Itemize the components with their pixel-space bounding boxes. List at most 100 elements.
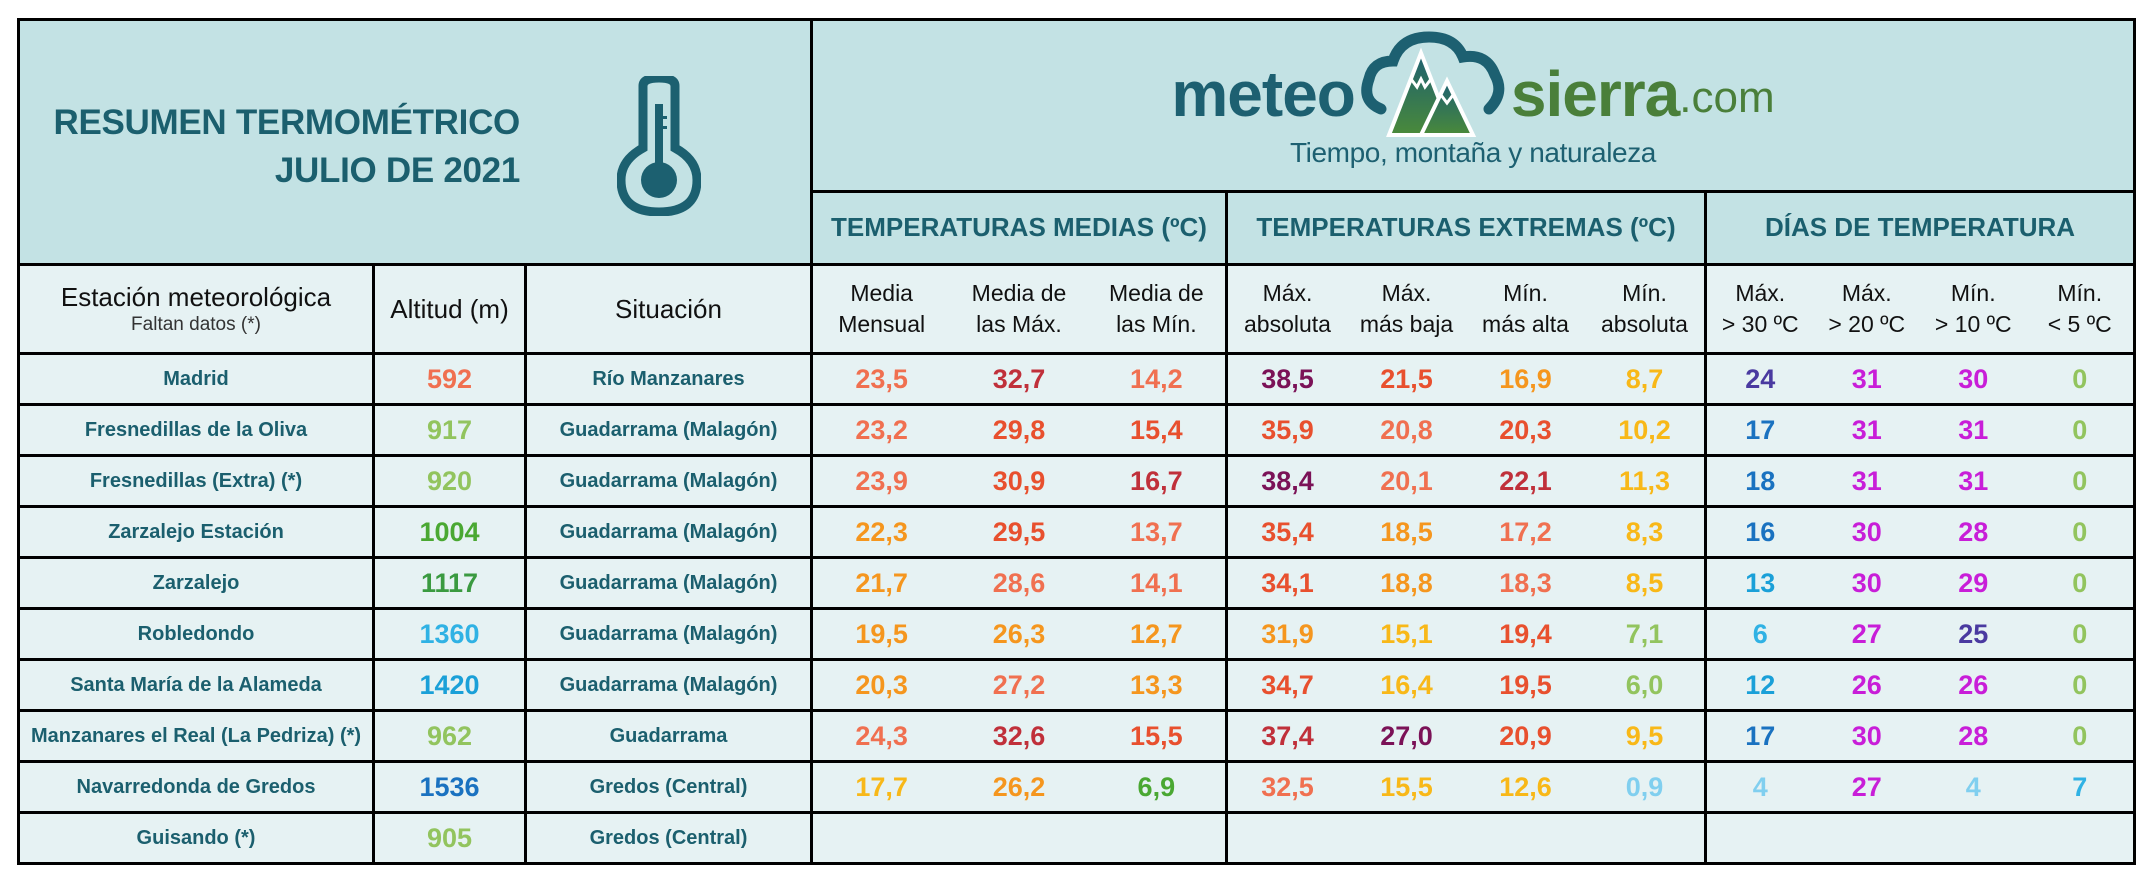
group-cells-dias: 6 27 25 0 xyxy=(1704,607,2136,661)
group-cells-medias: 22,3 29,5 13,7 xyxy=(810,505,1228,559)
column-header-line2: < 5 ºC xyxy=(2047,311,2112,337)
altitude-value: 1117 xyxy=(372,556,527,610)
medias-value: 23,5 xyxy=(855,363,908,394)
extremas-value: 21,5 xyxy=(1380,363,1433,394)
extremas-value: 15,1 xyxy=(1380,618,1433,649)
column-header-dias-1: Máx. > 20 ºC xyxy=(1814,266,1921,352)
extremas-value: 9,5 xyxy=(1625,720,1664,751)
extremas-value: 7,1 xyxy=(1625,618,1664,649)
extremas-value: 31,9 xyxy=(1261,618,1314,649)
group-cells-medias: 20,3 27,2 13,3 xyxy=(810,658,1228,712)
dias-value: 31 xyxy=(1851,363,1882,394)
group-cells-medias: 23,5 32,7 14,2 xyxy=(810,352,1228,406)
medias-value: 13,3 xyxy=(1130,669,1183,700)
altitude-value: 1536 xyxy=(372,760,527,814)
altitude-value: 592 xyxy=(372,352,527,406)
column-headers-dias: Máx. > 30 ºC Máx. > 20 ºC Mín. > 10 ºC Mín. < 5… xyxy=(1704,263,2136,355)
dias-value: 28 xyxy=(1958,720,1989,751)
meteosierra-logo[interactable]: meteo sierra xyxy=(813,31,2133,169)
group-cells-extremas: 35,9 20,8 20,3 10,2 xyxy=(1225,403,1707,457)
station-row: Robledondo 1360 Guadarrama (Malagón) 19,5 26… xyxy=(17,607,2136,661)
medias-value: 6,9 xyxy=(1137,771,1176,802)
group-cells-medias: 21,7 28,6 14,1 xyxy=(810,556,1228,610)
situation-value: Guadarrama (Malagón) xyxy=(524,658,813,712)
medias-value: 23,2 xyxy=(855,414,908,445)
station-name: Guisando (*) xyxy=(17,811,375,865)
medias-value: 15,5 xyxy=(1130,720,1183,751)
dias-value: 4 xyxy=(1752,771,1768,802)
dias-value: 0 xyxy=(2072,363,2088,394)
station-name: Fresnedillas de la Oliva xyxy=(17,403,375,457)
column-header-dias-3: Mín. < 5 ºC xyxy=(2027,266,2134,352)
medias-value: 23,9 xyxy=(855,465,908,496)
title-line-2: JULIO DE 2021 xyxy=(274,151,520,190)
medias-value: 29,8 xyxy=(992,414,1046,445)
situation-value: Guadarrama xyxy=(524,709,813,763)
extremas-value: 0,9 xyxy=(1625,771,1664,802)
dias-value xyxy=(2027,814,2134,862)
extremas-value: 22,1 xyxy=(1499,465,1552,496)
group-cells-medias: 23,2 29,8 15,4 xyxy=(810,403,1228,457)
column-header-line2: Mensual xyxy=(838,311,926,337)
medias-value: 24,3 xyxy=(855,720,908,751)
group-cells-dias: 17 31 31 0 xyxy=(1704,403,2136,457)
altitude-value: 962 xyxy=(372,709,527,763)
dias-value: 30 xyxy=(1851,720,1882,751)
situation-header-label: Situación xyxy=(615,294,722,324)
extremas-value: 19,5 xyxy=(1499,669,1552,700)
logo-block: meteo sierra xyxy=(810,18,2136,193)
dias-value: 31 xyxy=(1958,465,1989,496)
column-header-line2: más baja xyxy=(1359,311,1454,337)
group-cells-dias: 18 31 31 0 xyxy=(1704,454,2136,508)
dias-value xyxy=(1920,814,2027,862)
station-row: Zarzalejo 1117 Guadarrama (Malagón) 21,7 28,… xyxy=(17,556,2136,610)
extremas-value xyxy=(1466,814,1585,862)
extremas-value xyxy=(1347,814,1466,862)
medias-value: 21,7 xyxy=(855,567,908,598)
column-header-line2: más alta xyxy=(1482,311,1569,337)
extremas-value: 8,7 xyxy=(1625,363,1664,394)
station-row: Fresnedillas de la Oliva 917 Guadarrama (M… xyxy=(17,403,2136,457)
title-block: RESUMEN TERMOMÉTRICO JULIO DE 2021 xyxy=(17,18,813,266)
medias-value: 32,6 xyxy=(992,720,1046,751)
situation-value: Guadarrama (Malagón) xyxy=(524,607,813,661)
station-row: Fresnedillas (Extra) (*) 920 Guadarrama (M… xyxy=(17,454,2136,508)
column-header-line1: Máx. xyxy=(1262,280,1313,306)
medias-value: 12,7 xyxy=(1130,618,1183,649)
group-cells-medias: 19,5 26,3 12,7 xyxy=(810,607,1228,661)
dias-value: 26 xyxy=(1851,669,1882,700)
station-name: Fresnedillas (Extra) (*) xyxy=(17,454,375,508)
group-cells-extremas xyxy=(1225,811,1707,865)
column-headers-medias: Media Mensual Media de las Máx. Media de las … xyxy=(810,263,1228,355)
group-cells-dias: 24 31 30 0 xyxy=(1704,352,2136,406)
extremas-value: 6,0 xyxy=(1625,669,1664,700)
station-name: Robledondo xyxy=(17,607,375,661)
extremas-value: 11,3 xyxy=(1618,465,1671,496)
dias-value: 0 xyxy=(2072,618,2088,649)
dias-value: 25 xyxy=(1958,618,1989,649)
altitude-value: 917 xyxy=(372,403,527,457)
medias-value: 27,2 xyxy=(992,669,1046,700)
column-header-medias-0: Media Mensual xyxy=(813,266,950,352)
cloud-mountain-icon xyxy=(1361,31,1505,137)
extremas-value: 19,4 xyxy=(1499,618,1552,649)
dias-value: 0 xyxy=(2072,669,2088,700)
group-cells-extremas: 38,5 21,5 16,9 8,7 xyxy=(1225,352,1707,406)
situation-value: Guadarrama (Malagón) xyxy=(524,556,813,610)
column-header-extremas-0: Máx. absoluta xyxy=(1228,266,1347,352)
station-name: Manzanares el Real (La Pedriza) (*) xyxy=(17,709,375,763)
station-row: Madrid 592 Río Manzanares 23,5 32,7 14,2 38,5 2… xyxy=(17,352,2136,406)
column-header-dias-2: Mín. > 10 ºC xyxy=(1920,266,2027,352)
dias-value: 17 xyxy=(1745,720,1776,751)
extremas-value: 15,5 xyxy=(1380,771,1433,802)
dias-value: 16 xyxy=(1745,516,1776,547)
altitude-value: 1360 xyxy=(372,607,527,661)
extremas-value: 38,5 xyxy=(1261,363,1314,394)
medias-value: 28,6 xyxy=(992,567,1046,598)
medias-value: 13,7 xyxy=(1130,516,1183,547)
situation-value: Gredos (Central) xyxy=(524,760,813,814)
temperature-summary-table: RESUMEN TERMOMÉTRICO JULIO DE 2021 meteo xyxy=(17,18,2136,865)
logo-sierra-text: sierra xyxy=(1510,58,1680,130)
dias-value: 6 xyxy=(1752,618,1768,649)
situation-value: Guadarrama (Malagón) xyxy=(524,505,813,559)
